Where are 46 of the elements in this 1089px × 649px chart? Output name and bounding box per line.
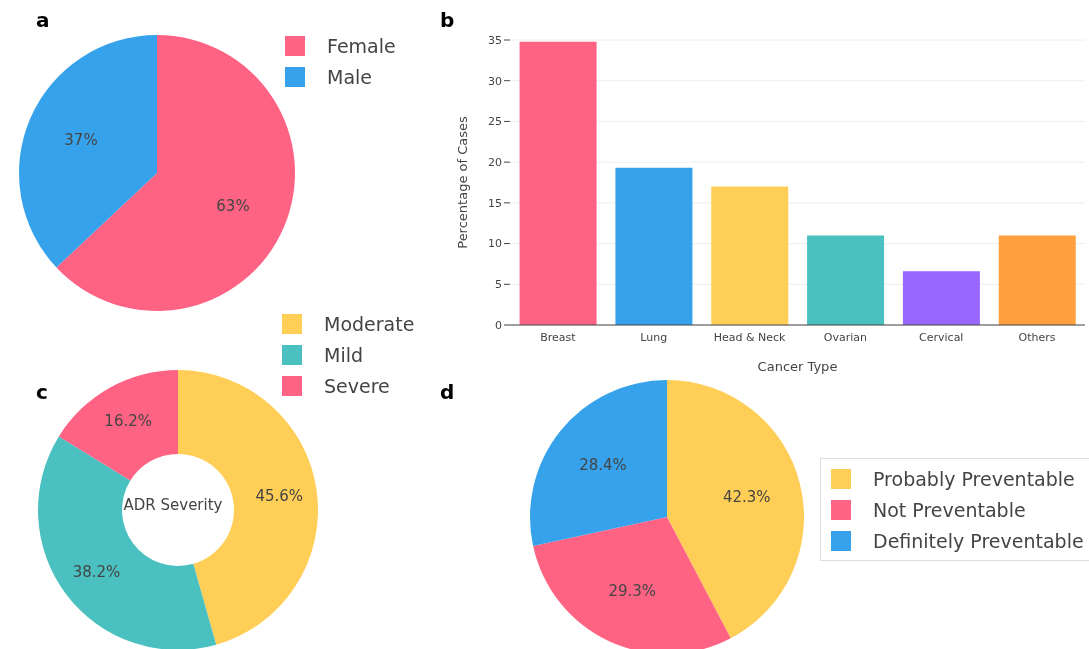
bar	[902, 271, 980, 325]
donut-slice	[58, 370, 178, 481]
x-tick-label: Head & Neck	[713, 330, 787, 344]
text: d	[440, 380, 455, 404]
bar	[711, 186, 789, 325]
x-tick-label: Cervical	[919, 330, 964, 344]
data-label: 63%	[216, 196, 250, 215]
data-label: 37%	[64, 131, 98, 150]
y-tick-label: 35	[488, 33, 502, 47]
data-label: 45.6%	[255, 486, 304, 505]
legend-label: Male	[327, 65, 373, 88]
legend-label: Severe	[324, 374, 390, 397]
pie-slice	[56, 35, 295, 311]
y-tick-label: 25	[488, 115, 502, 129]
bar	[998, 235, 1076, 325]
y-tick-label: 30	[488, 74, 502, 88]
pie-slice	[19, 35, 157, 268]
x-tick-label: Breast	[540, 330, 577, 344]
y-tick-label: 5	[495, 278, 502, 292]
text: ADR Severity	[123, 496, 223, 514]
text: c	[36, 380, 48, 404]
data-label: 42.3%	[722, 488, 771, 507]
y-tick-label: 0	[495, 318, 502, 332]
legend-label: Moderate	[324, 312, 415, 335]
y-axis-title: Percentage of Cases	[454, 116, 470, 249]
legend-label: Mild	[324, 343, 364, 366]
bar	[807, 235, 885, 325]
data-label: 38.2%	[72, 562, 121, 581]
data-label: 16.2%	[104, 411, 153, 430]
data-label: 28.4%	[579, 456, 627, 475]
x-axis-title: Cancer Type	[757, 359, 838, 374]
y-tick-label: 10	[488, 237, 502, 251]
legend-label: Female	[327, 34, 396, 57]
bar	[519, 41, 597, 325]
y-tick-label: 15	[488, 196, 502, 210]
legend-label: Probably Preventable	[873, 467, 1075, 490]
legend-label: Definitely Preventable	[873, 529, 1084, 552]
bar	[615, 167, 693, 325]
x-tick-label: Others	[1018, 330, 1056, 344]
data-label: 29.3%	[608, 582, 657, 601]
y-tick-label: 20	[488, 156, 502, 170]
text: a	[36, 8, 50, 32]
x-tick-label: Ovarian	[823, 330, 868, 344]
text: b	[440, 8, 455, 32]
legend-label: Not Preventable	[873, 498, 1026, 521]
x-tick-label: Lung	[640, 330, 668, 344]
